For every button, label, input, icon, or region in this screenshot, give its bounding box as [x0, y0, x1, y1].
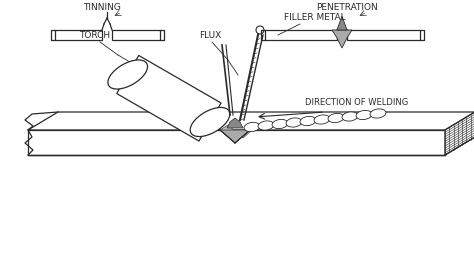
- Ellipse shape: [328, 113, 344, 123]
- Polygon shape: [55, 30, 102, 40]
- Ellipse shape: [286, 118, 302, 127]
- Ellipse shape: [300, 116, 316, 126]
- Polygon shape: [28, 112, 474, 130]
- Polygon shape: [28, 130, 445, 155]
- Ellipse shape: [258, 121, 274, 130]
- Text: TORCH: TORCH: [80, 31, 110, 40]
- Text: FLUX: FLUX: [199, 31, 221, 40]
- Ellipse shape: [370, 109, 386, 118]
- Text: FILLER METAL: FILLER METAL: [284, 13, 346, 22]
- Ellipse shape: [190, 107, 230, 136]
- Polygon shape: [337, 16, 347, 30]
- Polygon shape: [445, 112, 474, 155]
- Polygon shape: [265, 30, 337, 40]
- Ellipse shape: [356, 110, 372, 120]
- Polygon shape: [112, 30, 160, 40]
- Ellipse shape: [108, 60, 147, 89]
- Polygon shape: [332, 30, 352, 48]
- Polygon shape: [227, 118, 243, 128]
- Ellipse shape: [272, 119, 288, 129]
- Polygon shape: [220, 130, 250, 143]
- Ellipse shape: [314, 115, 330, 124]
- Polygon shape: [347, 30, 420, 40]
- Ellipse shape: [342, 112, 358, 121]
- Text: PENETRATION: PENETRATION: [316, 3, 378, 12]
- Ellipse shape: [244, 122, 260, 132]
- Text: DIRECTION OF WELDING: DIRECTION OF WELDING: [305, 98, 408, 107]
- Polygon shape: [220, 125, 258, 143]
- Text: TINNING: TINNING: [83, 3, 121, 12]
- Polygon shape: [117, 55, 221, 141]
